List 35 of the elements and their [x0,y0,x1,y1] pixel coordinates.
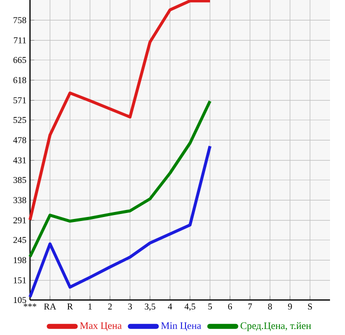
x-tick-label: 1 [88,304,92,310]
y-tick-label: 525 [14,116,26,124]
y-tick-label: 711 [14,37,26,44]
y-tick-label: 478 [13,137,26,144]
y-tick-label: 105 [14,296,26,304]
x-tick-label: 3 [128,304,132,310]
y-tick-label: 151 [14,277,26,284]
x-tick-label: 9 [288,304,292,310]
x-tick-label: 3,5 [144,304,156,311]
y-tick-label: 385 [13,176,26,184]
x-tick-label: 7 [248,304,252,310]
x-tick-label: RA [44,304,56,310]
y-tick-label: 198 [14,257,26,264]
x-tick-label: R [67,304,73,310]
x-tick-label: S [308,304,312,310]
y-tick-label: 618 [13,77,26,84]
x-tick-label: *** [24,304,36,307]
y-tick-label: 571 [14,97,26,104]
y-tick-label: 758 [14,17,26,24]
line-series [28,100,212,258]
x-tick-label: 5 [208,304,212,310]
legend-label: Сред.Цена, т.йен [240,322,312,332]
y-tick-label: 431 [13,157,26,164]
legend-label: Min Цена [161,322,202,332]
line-series [28,0,212,222]
x-tick-label: 8 [268,304,272,310]
legend-label: Max Цена [80,322,122,331]
y-tick-label: 665 [13,56,26,64]
x-tick-label: 4 [168,304,172,310]
y-tick-label: 291 [13,217,26,224]
x-tick-label: 2 [108,304,112,310]
y-tick-label: 338 [13,197,26,204]
x-tick-label: 4,5 [184,304,196,311]
x-tick-label: 6 [228,304,232,310]
y-tick-label: 245 [13,236,26,244]
